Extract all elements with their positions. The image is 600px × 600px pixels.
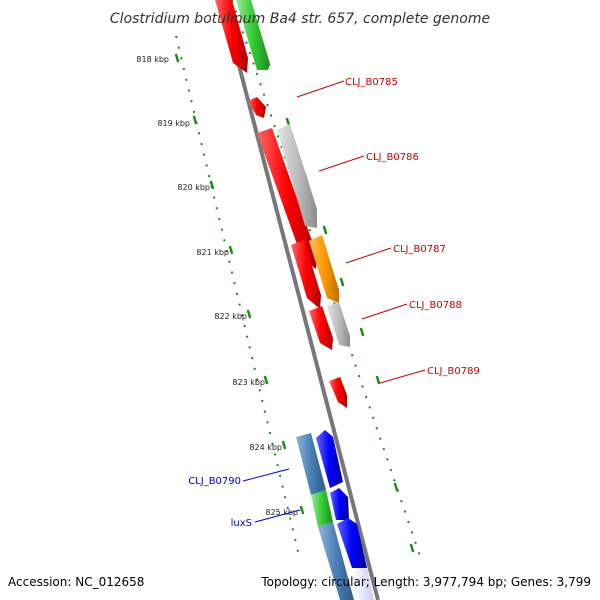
kbp-tick [174,53,180,63]
gene-arrow[interactable] [337,518,367,568]
kbp-tick [281,440,287,450]
gene-label[interactable]: CLJ_B0785 [345,77,398,88]
gene-arrow[interactable] [257,128,317,269]
gene-arrow[interactable] [296,433,326,495]
gene-arrow[interactable] [291,240,321,309]
gene-label[interactable]: CLJ_B0786 [366,152,419,163]
accession-text: Accession: NC_012658 [8,575,144,589]
gene-arrow[interactable] [248,97,266,118]
genome-title: Clostridium botulinum Ba4 str. 657, comp… [110,11,490,27]
kbp-label: 825 kbp [265,508,298,517]
gene-label[interactable]: CLJ_B0787 [393,244,446,255]
gene-arrow[interactable] [236,0,270,70]
kbp-label: 821 kbp [196,248,229,257]
kbp-label: 822 kbp [214,312,247,321]
gene-label[interactable]: CLJ_B0788 [409,300,462,311]
gene-label[interactable]: CLJ_B0789 [427,366,480,377]
label-leaders [242,80,426,523]
gene-arrow[interactable] [277,124,317,228]
kbp-tick [409,543,415,553]
kbp-tick [246,309,252,319]
gene-label[interactable]: CLJ_B0790 [188,476,241,487]
gene-arrow[interactable] [329,377,347,408]
genome-backbone [220,0,380,600]
minus-strand-genes [215,0,354,600]
kbp-label: 818 kbp [136,55,169,64]
kbp-tick [263,375,269,385]
topology-text: Topology: circular; Length: 3,977,794 bp… [260,575,591,589]
gene-arrow[interactable] [327,302,350,347]
kbp-label: 823 kbp [232,378,265,387]
gene-labels: CLJ_B0785 CLJ_B0786 CLJ_B0787 CLJ_B0788 … [188,77,480,529]
kbp-tick [322,225,328,235]
gene-arrow[interactable] [309,306,333,350]
kbp-label: 820 kbp [177,183,210,192]
gene-arrow[interactable] [215,0,248,73]
kbp-label: 824 kbp [249,443,282,452]
gene-arrow[interactable] [309,235,339,303]
plus-strand-genes [236,0,374,600]
kbp-tick [359,327,365,337]
kbp-tick [228,245,234,255]
gene-arrow[interactable] [311,490,333,527]
kbp-tick [192,115,198,125]
kbp-tick [299,505,305,515]
kbp-tick [375,375,381,385]
gene-label[interactable]: luxS [231,518,252,529]
gene-arrow[interactable] [330,488,349,520]
gene-arrow[interactable] [352,568,374,600]
gene-arrow[interactable] [316,430,343,488]
gene-arrow[interactable] [318,522,354,600]
scale-labels: 818 kbp 819 kbp 820 kbp 821 kbp 822 kbp … [136,55,298,517]
kbp-tick [209,180,215,190]
kbp-tick [339,277,345,287]
kbp-tick [393,482,399,492]
kbp-label: 819 kbp [157,119,190,128]
